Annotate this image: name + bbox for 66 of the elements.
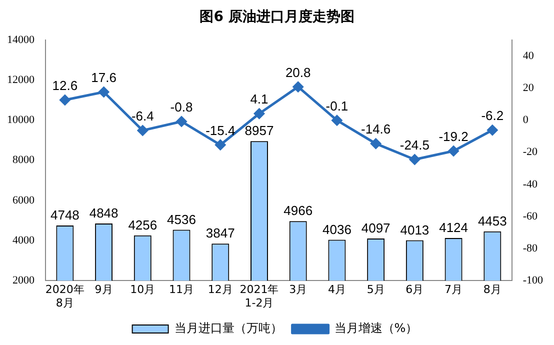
data-label: -15.4 xyxy=(206,122,236,138)
data-label: 4256 xyxy=(128,217,158,232)
legend-label: 当月进口量（万吨） xyxy=(174,321,282,336)
point xyxy=(254,108,264,119)
data-label: 4036 xyxy=(322,222,352,237)
point xyxy=(60,94,70,106)
x-tick-label: 2020年 8月 xyxy=(45,283,84,310)
point xyxy=(292,82,304,92)
x-tick-label: 11月 xyxy=(169,283,194,296)
point xyxy=(370,138,382,149)
point xyxy=(176,116,187,127)
y-tick-label: 8000 xyxy=(12,154,35,166)
y-tick-label: 10000 xyxy=(7,114,35,126)
point xyxy=(137,125,148,136)
point xyxy=(98,86,110,98)
data-label: -6.2 xyxy=(481,108,504,124)
x-tick-label: 10月 xyxy=(130,283,156,296)
data-label: 4966 xyxy=(284,203,313,218)
x-tick-label: 3月 xyxy=(289,283,308,296)
x-tick-label: 7月 xyxy=(444,283,463,296)
data-label: 4848 xyxy=(89,206,118,221)
point xyxy=(487,124,498,136)
data-label: -24.5 xyxy=(400,138,430,153)
data-label: 8957 xyxy=(244,123,274,138)
data-label: 3847 xyxy=(206,226,235,241)
y-tick-label: 14000 xyxy=(7,34,35,46)
x-tick-label: 2021年 1-2月 xyxy=(240,283,279,310)
data-label: 17.6 xyxy=(91,70,116,86)
data-label: -6.4 xyxy=(131,108,154,124)
data-label: -0.8 xyxy=(170,100,193,115)
y-tick-label: 2000 xyxy=(12,274,35,286)
x-tick-label: 8月 xyxy=(483,283,502,296)
data-label: 20.8 xyxy=(285,64,311,80)
y2-tick-label: -40 xyxy=(522,178,538,190)
data-label: -19.2 xyxy=(438,129,468,144)
x-tick-label: 5月 xyxy=(366,283,385,296)
chart-title: 图6 原油进口月度走势图 xyxy=(198,8,356,26)
data-label: 4.1 xyxy=(250,92,268,107)
point xyxy=(215,140,226,150)
y2-tick-label: 20 xyxy=(522,82,534,94)
y-tick-label: 4000 xyxy=(12,234,35,246)
y-tick-label: 6000 xyxy=(12,194,35,206)
x-tick-label: 9月 xyxy=(94,283,113,296)
data-label: 4124 xyxy=(439,220,468,236)
x-tick-label: 6月 xyxy=(406,283,424,296)
y2-tick-label: -100 xyxy=(522,274,544,286)
legend-label: 当月增速（%） xyxy=(334,321,418,336)
data-label: -14.6 xyxy=(361,122,391,137)
x-tick-label: 4月 xyxy=(328,283,346,296)
data-label: 4536 xyxy=(167,212,196,227)
data-label: -0.1 xyxy=(326,98,348,114)
x-tick-label: 12月 xyxy=(208,283,233,296)
y-tick-label: 12000 xyxy=(7,74,35,86)
data-label: 12.6 xyxy=(52,78,78,94)
data-label: 4453 xyxy=(478,213,507,228)
y2-tick-label: -20 xyxy=(522,146,538,158)
point xyxy=(409,154,420,165)
data-label: 4748 xyxy=(50,208,80,223)
y2-tick-label: 0 xyxy=(522,114,529,126)
y2-tick-label: 40 xyxy=(522,50,534,62)
data-label: 4013 xyxy=(400,222,430,238)
y2-tick-label: -60 xyxy=(522,210,538,222)
y2-tick-label: -80 xyxy=(522,242,538,254)
point xyxy=(332,115,342,126)
point xyxy=(448,146,459,156)
data-label: 4097 xyxy=(361,220,390,236)
